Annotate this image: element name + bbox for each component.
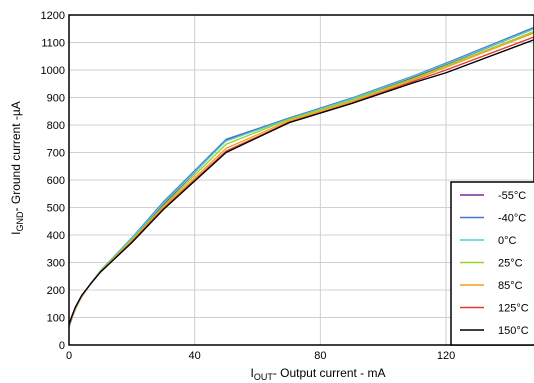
- y-axis-title: IGND- Ground current -µA: [9, 101, 25, 235]
- x-tick-label: 120: [437, 350, 455, 362]
- plot-frame: [68, 14, 534, 346]
- x-tick-label: 40: [189, 350, 201, 362]
- legend-label: 85°C: [498, 280, 523, 292]
- series-line: [68, 39, 534, 325]
- y-tick-label: 700: [47, 148, 65, 160]
- y-tick-label: 300: [47, 258, 65, 270]
- y-tick-label: 100: [47, 313, 65, 325]
- y-axis-title-main: I: [9, 231, 23, 234]
- y-tick-label: 1100: [41, 38, 65, 50]
- y-tick-label: 200: [47, 285, 65, 297]
- legend-label: 0°C: [498, 235, 517, 247]
- x-tick-label: 80: [314, 350, 326, 362]
- y-axis-ticks: 0 100 200 300 400 500 600 700 800 900 1000 1100 1200: [41, 10, 65, 352]
- legend-label: -55°C: [498, 190, 526, 202]
- legend-label: -40°C: [498, 213, 526, 225]
- y-tick-label: 600: [47, 175, 65, 187]
- x-tick-label: 0: [66, 350, 72, 362]
- y-tick-label: 0: [59, 340, 65, 352]
- legend: -55°C -40°C 0°C 25°C 85°C 125°C 150°C: [450, 181, 534, 346]
- x-axis-title-main: I: [250, 366, 253, 380]
- legend-label: 25°C: [498, 258, 523, 270]
- y-tick-label: 1000: [41, 65, 65, 77]
- y-tick-label: 900: [47, 93, 65, 105]
- x-axis-title-rest: - Output current - mA: [273, 366, 386, 380]
- legend-label: 125°C: [498, 303, 529, 315]
- legend-label: 150°C: [498, 325, 529, 337]
- y-tick-label: 800: [47, 120, 65, 132]
- series-lines: [68, 26, 534, 328]
- legend-box: [450, 181, 534, 346]
- y-tick-label: 1200: [41, 10, 65, 22]
- x-axis-title-sub: OUT: [254, 372, 274, 382]
- y-tick-label: 500: [47, 203, 65, 215]
- y-axis-title-rest: - Ground current -µA: [9, 101, 23, 211]
- x-axis-title: IOUT- Output current - mA: [250, 366, 385, 382]
- x-axis-ticks: 0 40 80 120: [66, 350, 455, 362]
- grid-lines: [69, 15, 534, 345]
- y-axis-title-sub: GND: [15, 211, 25, 232]
- y-tick-label: 400: [47, 230, 65, 242]
